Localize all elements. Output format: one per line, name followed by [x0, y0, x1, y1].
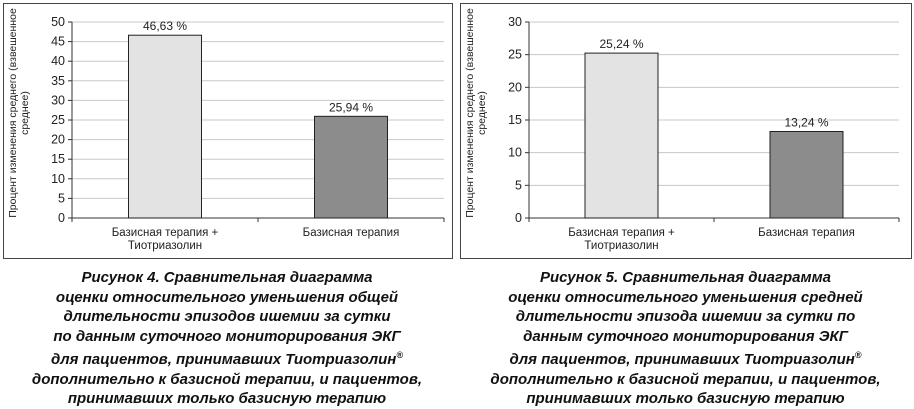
y-tick-label: 30	[508, 15, 522, 29]
caption-tail: дополнительно к базисной терапии, и паци…	[31, 370, 423, 408]
caption-tail: дополнительно к базисной терапии, и паци…	[490, 370, 881, 408]
y-tick-label: 20	[508, 80, 522, 94]
y-tick-label: 10	[51, 172, 65, 186]
bar-chart-4: 0 5 10 15 20 25 30 35 40 45 50 46,63 % Базисная тера…	[51, 15, 445, 252]
y-tick-label: 20	[51, 133, 65, 147]
y-tick-label: 40	[51, 54, 65, 68]
bar	[584, 52, 659, 219]
y-tick-label: 50	[51, 15, 65, 29]
y-tick-label: 15	[508, 113, 522, 127]
caption-text: Рисунок 4. Сравнительная диаграмма оценк…	[50, 269, 401, 368]
bar-chart-5: 0 5 10 15 20 25 30 25,24 % Базисная терапия +Тио…	[508, 15, 900, 252]
bar	[769, 130, 844, 219]
figure-caption-5: Рисунок 5. Сравнительная диаграмма оценк…	[457, 268, 914, 409]
category-label: Базисная терапия +	[568, 227, 675, 239]
y-tick-label: 30	[51, 93, 65, 107]
y-tick-label: 15	[51, 152, 65, 166]
category-label: Базисная терапия	[303, 227, 400, 239]
chart-frame-4: Процент изменения среднего (взвешенное с…	[3, 3, 453, 259]
y-tick-label: 25	[51, 113, 65, 127]
category-label: Базисная терапия	[758, 227, 855, 239]
caption-text: Рисунок 5. Сравнительная диаграмма оценк…	[508, 269, 863, 368]
bar	[314, 115, 388, 219]
bar	[128, 34, 202, 219]
y-tick-label: 45	[51, 35, 65, 49]
y-tick-label: 10	[508, 146, 522, 160]
data-label: 25,94 %	[329, 100, 373, 114]
y-tick-label: 35	[51, 74, 65, 88]
y-tick-label: 0	[58, 211, 65, 225]
figure-caption-4: Рисунок 4. Сравнительная диаграмма оценк…	[0, 268, 454, 409]
figure-5: Процент изменения среднего (взвешенное с…	[457, 0, 914, 407]
data-label: 25,24 %	[599, 37, 643, 51]
category-label: Тиотриазолин	[128, 240, 202, 252]
data-label: 46,63 %	[143, 19, 187, 33]
y-tick-label: 0	[515, 211, 522, 225]
chart-frame-5: Процент изменения среднего (взвешенное с…	[460, 3, 912, 259]
category-label: Базисная терапия +	[112, 227, 219, 239]
registered-mark: ®	[854, 350, 862, 360]
figure-4: Процент изменения среднего (взвешенное с…	[0, 0, 454, 407]
y-tick-label: 5	[515, 178, 522, 192]
y-tick-label: 5	[58, 191, 65, 205]
data-label: 13,24 %	[784, 115, 828, 129]
y-tick-label: 25	[508, 48, 522, 62]
category-label: Тиотриазолин	[584, 240, 658, 252]
registered-mark: ®	[396, 350, 403, 360]
